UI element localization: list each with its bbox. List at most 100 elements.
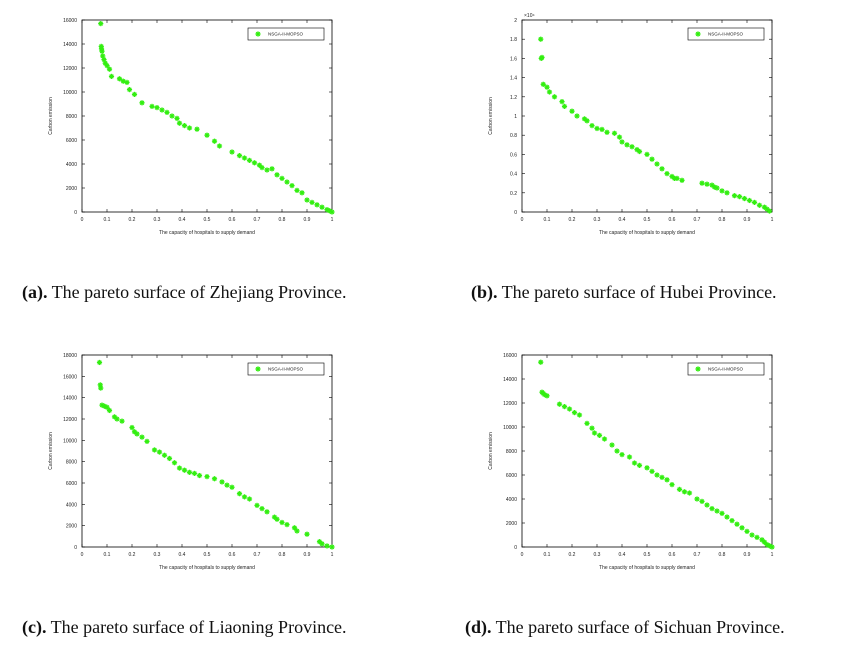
data-point bbox=[129, 424, 135, 431]
x-tick-label: 0.8 bbox=[279, 552, 286, 558]
data-point bbox=[98, 21, 104, 27]
data-point bbox=[626, 454, 633, 460]
data-point bbox=[589, 123, 595, 129]
data-point bbox=[669, 482, 675, 488]
data-point bbox=[304, 197, 310, 203]
y-tick-label: 10000 bbox=[63, 90, 77, 96]
data-point bbox=[211, 476, 218, 482]
x-tick-label: 0.5 bbox=[644, 552, 651, 558]
data-point bbox=[224, 482, 230, 488]
x-tick-label: 0.1 bbox=[104, 552, 111, 558]
data-point bbox=[631, 460, 638, 466]
data-point bbox=[131, 91, 138, 97]
y-tick-label: 0.2 bbox=[510, 191, 517, 197]
data-point bbox=[151, 447, 158, 453]
data-point bbox=[154, 105, 160, 111]
data-point bbox=[289, 183, 295, 189]
x-tick-label: 0.6 bbox=[229, 552, 236, 558]
plot-frame bbox=[81, 19, 333, 213]
data-point bbox=[259, 506, 265, 512]
data-point bbox=[186, 125, 193, 131]
y-tick-label: 0 bbox=[74, 545, 77, 551]
x-tick-label: 0.6 bbox=[669, 217, 676, 223]
data-point bbox=[624, 142, 630, 148]
legend-marker bbox=[255, 366, 261, 372]
data-point bbox=[664, 171, 670, 177]
x-tick-label: 0.9 bbox=[304, 552, 311, 558]
x-tick-label: 0.8 bbox=[719, 217, 726, 223]
caption-c: (c). The pareto surface of Liaoning Prov… bbox=[22, 617, 347, 638]
chart-a: 0 0.1 0.2 0.3 0.4 0.5 0.6 0.7 0.8 0.9 1 0 2000 4000 60… bbox=[48, 18, 335, 236]
data-point bbox=[714, 185, 720, 191]
caption-b: (b). The pareto surface of Hubei Provinc… bbox=[471, 282, 777, 303]
x-tick-label: 0.7 bbox=[694, 217, 701, 223]
y-tick-label: 12000 bbox=[63, 417, 77, 423]
data-point bbox=[699, 180, 705, 186]
data-point bbox=[219, 479, 225, 485]
x-tick-label: 0.4 bbox=[619, 217, 626, 223]
data-point bbox=[116, 76, 123, 82]
legend-label: NSGA-II-MOPSO bbox=[708, 367, 744, 372]
y-axis-label: Carbon emission bbox=[48, 97, 54, 135]
y-tick-label: 0 bbox=[514, 210, 517, 216]
data-point bbox=[98, 385, 104, 391]
y-tick-label: 4000 bbox=[66, 502, 77, 508]
caption-c-text: The pareto surface of Liaoning Province. bbox=[46, 617, 347, 637]
data-point bbox=[329, 209, 335, 215]
x-tick-label: 0 bbox=[521, 552, 524, 558]
y-tick-label: 4000 bbox=[506, 497, 517, 503]
data-point bbox=[538, 36, 544, 42]
x-tick-label: 0.7 bbox=[254, 552, 261, 558]
plot-frame bbox=[521, 354, 773, 548]
y-tick-label: 10000 bbox=[63, 438, 77, 444]
x-tick-label: 0.5 bbox=[644, 217, 651, 223]
data-point bbox=[279, 519, 285, 526]
data-point bbox=[314, 202, 320, 208]
caption-a: (a). The pareto surface of Zhejiang Prov… bbox=[22, 282, 347, 303]
data-point bbox=[176, 120, 183, 126]
data-point bbox=[124, 79, 130, 85]
chart-b: 0 0.1 0.2 0.3 0.4 0.5 0.6 0.7 0.8 0.9 1 0 0.2 0.4 0.6 0… bbox=[488, 13, 774, 236]
x-axis-label: The capacity of hospitals to supply dema… bbox=[159, 565, 255, 571]
data-point bbox=[654, 161, 660, 167]
data-point bbox=[619, 452, 625, 458]
data-point bbox=[329, 544, 335, 550]
x-tick-label: 0 bbox=[521, 217, 524, 223]
y-tick-label: 14000 bbox=[503, 377, 517, 383]
data-point bbox=[674, 175, 680, 181]
caption-d-text: The pareto surface of Sichuan Province. bbox=[491, 617, 785, 637]
data-point bbox=[734, 521, 740, 527]
data-point bbox=[544, 393, 550, 399]
x-axis-label: The capacity of hospitals to supply dema… bbox=[159, 230, 255, 236]
data-point bbox=[106, 66, 113, 72]
data-point bbox=[591, 430, 598, 436]
y-axis-label: Carbon emission bbox=[48, 432, 54, 470]
data-point bbox=[164, 109, 170, 115]
data-point bbox=[664, 477, 670, 483]
data-point bbox=[108, 73, 115, 79]
data-point bbox=[704, 181, 710, 187]
data-point bbox=[636, 462, 643, 468]
data-point bbox=[149, 103, 155, 109]
x-tick-label: 0.2 bbox=[569, 552, 576, 558]
data-point bbox=[599, 126, 605, 133]
data-point bbox=[139, 434, 145, 440]
y-tick-label: 1.4 bbox=[510, 76, 517, 82]
data-point bbox=[561, 404, 568, 410]
data-point bbox=[681, 489, 688, 495]
data-point bbox=[539, 54, 545, 61]
data-point bbox=[264, 509, 270, 515]
chart-panel-d: 0 0.1 0.2 0.3 0.4 0.5 0.6 0.7 0.8 0.9 1 0 2000 4000 60… bbox=[480, 345, 780, 575]
data-point bbox=[284, 522, 290, 528]
data-point bbox=[251, 160, 258, 166]
x-tick-label: 0.8 bbox=[719, 552, 726, 558]
data-point bbox=[609, 442, 615, 448]
data-point bbox=[156, 449, 163, 455]
x-tick-label: 0.2 bbox=[569, 217, 576, 223]
data-point bbox=[584, 118, 590, 124]
y-tick-label: 0.8 bbox=[510, 133, 517, 139]
chart-panel-a: 0 0.1 0.2 0.3 0.4 0.5 0.6 0.7 0.8 0.9 1 0 2000 4000 60… bbox=[40, 10, 340, 240]
data-point bbox=[724, 514, 730, 520]
x-tick-label: 0.4 bbox=[179, 217, 186, 223]
data-points bbox=[96, 359, 335, 550]
